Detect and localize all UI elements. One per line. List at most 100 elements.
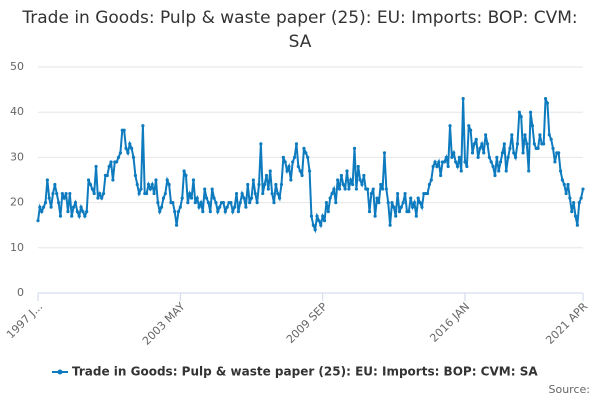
point [489,160,493,164]
point [158,210,162,214]
point [296,164,300,169]
point [182,169,186,173]
point [334,201,338,205]
point [487,155,491,159]
point [425,191,430,196]
point [478,146,482,150]
point [485,142,490,146]
point [68,191,72,196]
point [416,196,420,200]
point [100,196,104,200]
point [268,169,272,173]
point [60,191,64,196]
point [116,155,121,159]
point [570,210,574,214]
point [568,196,572,200]
point [437,160,441,164]
point [130,146,134,150]
point [366,187,370,191]
point [79,205,83,209]
point [349,178,353,182]
point [309,214,314,218]
point [579,196,583,200]
point [560,178,564,182]
point [470,151,475,155]
point [199,201,203,205]
point [403,191,407,196]
point [304,151,308,155]
point [105,173,109,178]
point [379,182,383,187]
point [236,210,240,214]
point [525,142,529,146]
point [420,205,424,209]
x-tick-label: 2021 APR [543,300,590,347]
point [51,191,55,196]
point [186,201,190,205]
point [532,142,536,146]
point [291,160,295,164]
point [377,201,381,205]
point [55,191,59,196]
point [502,142,506,146]
point [562,182,566,187]
point [133,173,137,178]
point [289,178,293,182]
point [292,155,297,159]
point [135,182,139,187]
point [49,205,53,209]
point [203,187,207,191]
point [128,142,132,146]
point [373,214,377,218]
y-tick-label: 30 [10,150,24,163]
point [251,178,255,182]
point [214,201,218,205]
point [332,187,336,191]
point [508,146,512,150]
point [528,110,533,114]
point [551,146,555,150]
point [285,169,289,173]
point [145,191,149,196]
point [395,191,400,196]
point [527,169,531,173]
point [573,214,578,218]
point [167,182,171,187]
point [101,191,106,196]
point [497,169,501,173]
point [85,210,89,214]
point [409,196,413,200]
point [498,160,503,164]
point [115,160,119,164]
y-tick-label: 20 [10,196,24,209]
point [313,228,317,232]
point [45,178,49,182]
point [238,201,242,205]
point [410,205,415,209]
point [83,214,87,218]
point [506,155,510,159]
point [86,178,91,182]
point [354,187,358,191]
point [581,187,585,191]
point [191,178,196,182]
point [298,169,302,173]
point [156,201,160,205]
point [274,182,278,187]
point [484,133,488,137]
point [96,196,100,200]
point [139,187,143,191]
point [339,173,344,178]
point [165,178,169,182]
point [450,155,454,159]
point [146,182,151,187]
point [277,196,282,200]
point [148,187,152,191]
point [362,173,366,178]
point [510,133,514,137]
point [88,182,93,187]
point [491,164,495,169]
point [328,196,332,200]
point [345,169,349,173]
point [530,124,535,128]
